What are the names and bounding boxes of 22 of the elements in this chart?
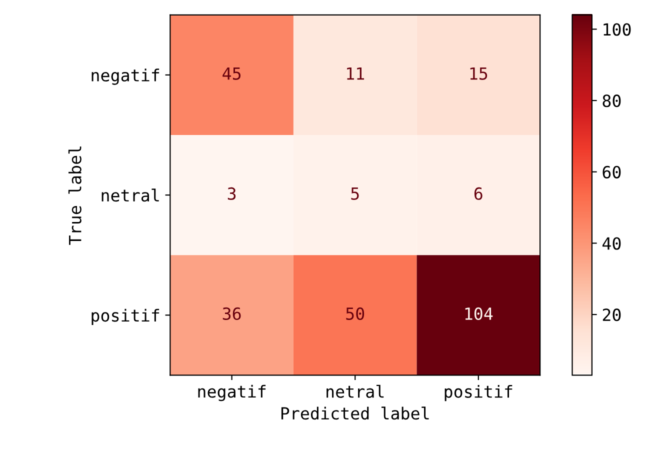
y-tick-label: positif — [92, 308, 160, 325]
color-bar-label: 20 — [602, 308, 621, 322]
data-label: 5 — [351, 188, 359, 200]
x-tick-label: netral — [326, 384, 384, 398]
y-tick-label: negatif — [92, 68, 160, 85]
data-label: 6 — [474, 187, 482, 200]
data-label: 50 — [346, 307, 364, 320]
color-bar-label: 100 — [604, 23, 631, 36]
data-label: 36 — [222, 307, 241, 320]
color-bar-label: 60 — [602, 166, 621, 178]
y-axis-title: True label — [68, 146, 82, 245]
color-bar-label: 40 — [602, 237, 621, 250]
data-label: 11 — [347, 67, 364, 80]
data-label: 15 — [470, 67, 488, 80]
x-tick-label: positif — [444, 384, 512, 402]
x-axis-title: Predicted label — [281, 406, 429, 420]
data-label: 3 — [228, 187, 236, 200]
x-tick-label: negatif — [198, 384, 266, 402]
y-tick-label: netral — [102, 188, 159, 202]
data-label: 104 — [465, 307, 493, 320]
data-label: 45 — [222, 67, 241, 80]
color-bar-label: 80 — [602, 94, 621, 108]
